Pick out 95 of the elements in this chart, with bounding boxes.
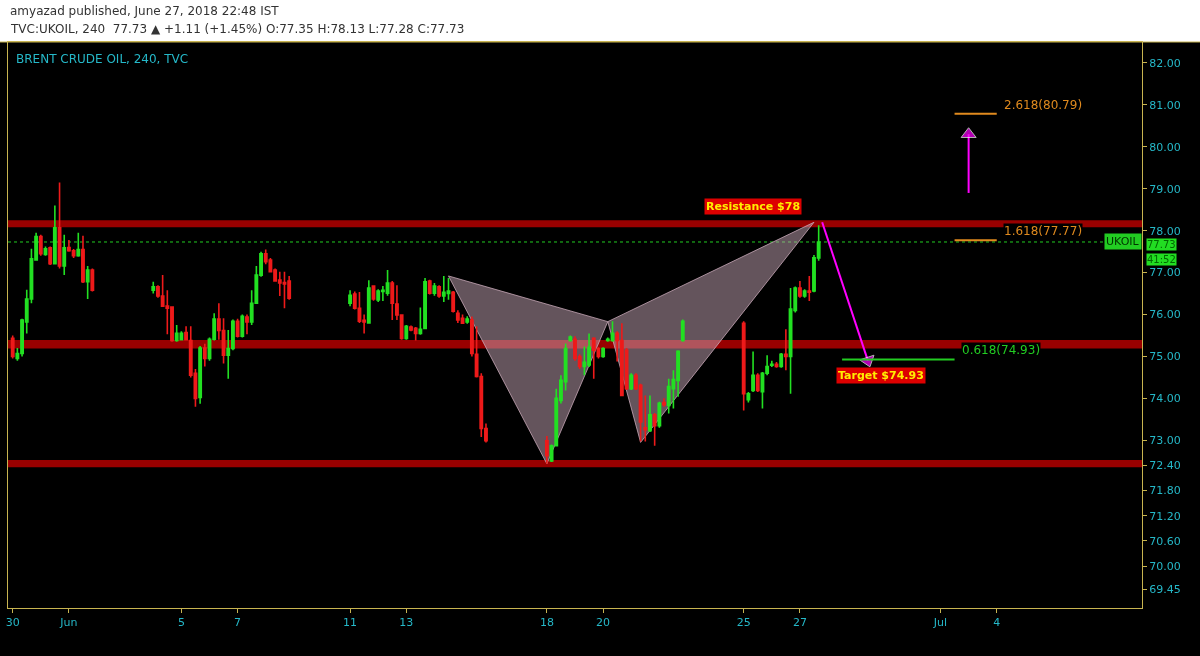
candlestick: [751, 350, 756, 393]
candlestick: [151, 281, 156, 295]
y-tick-label: 78.00: [1149, 224, 1181, 238]
candlestick: [648, 394, 652, 433]
candlestick: [76, 231, 81, 258]
y-tick-label: 79.00: [1149, 182, 1181, 196]
candlestick: [404, 324, 409, 341]
candlestick: [746, 391, 751, 404]
candlestick: [62, 234, 67, 276]
candlestick: [779, 352, 784, 369]
y-tick-label: 76.00: [1149, 308, 1181, 322]
candlestick: [446, 277, 451, 301]
candlestick: [85, 265, 90, 300]
candlestick: [544, 435, 549, 465]
candlestick: [198, 345, 203, 405]
candlestick: [568, 334, 573, 343]
text: TVC:UKOIL, 240 77.73 ▲ +1.11 (+1.45%) O:77.35 H:78.13 L:77.28 C:77.73: [10, 22, 465, 36]
candlestick: [245, 313, 249, 336]
x-tick-label: 13: [399, 616, 414, 630]
y-tick-label: 74.00: [1149, 392, 1181, 406]
candlestick: [662, 397, 666, 408]
y-tick-label: 80.00: [1149, 140, 1181, 154]
y-tick-label: 71.80: [1149, 484, 1181, 498]
candlestick: [413, 326, 418, 342]
candlestick: [451, 290, 456, 314]
y-tick-label: 70.00: [1149, 559, 1181, 573]
candlestick: [366, 279, 371, 325]
y-tick-label: 75.00: [1149, 350, 1181, 364]
series-label: 1.618(77.77): [1004, 224, 1083, 238]
candlestick: [390, 280, 395, 321]
candlestick: [48, 245, 53, 266]
x-tick-label: 11: [343, 616, 358, 630]
candlestick: [802, 288, 807, 299]
x-tick-label: 4: [993, 616, 1001, 630]
x-tick-label: 5: [177, 616, 185, 630]
candlestick: [465, 315, 470, 325]
candlestick: [174, 324, 179, 343]
y-tick-label: 81.00: [1149, 98, 1181, 112]
candlestick: [240, 313, 245, 339]
candlestick: [52, 204, 57, 266]
x-tick-label: Jun: [59, 616, 78, 630]
series-label: 0.618(74.93): [962, 343, 1041, 357]
candlestick: [10, 334, 15, 360]
text: amyazad published, June 27, 2018 22:48 IST: [10, 4, 280, 18]
candlestick: [38, 234, 43, 257]
x-tick-label: 25: [736, 616, 751, 630]
candlestick: [202, 343, 207, 368]
y-tick-label: 77.00: [1149, 266, 1181, 280]
candlestick: [741, 320, 746, 412]
y-tick-label: 73.00: [1149, 434, 1181, 448]
candlestick: [184, 325, 189, 342]
series-label: 2.618(80.79): [1004, 98, 1083, 112]
candlestick: [376, 288, 381, 303]
y-tick-label: 82.00: [1149, 56, 1181, 70]
x-tick-label: 18: [539, 616, 554, 630]
candlestick: [235, 317, 240, 339]
candlestick: [755, 372, 760, 393]
annotation: Target $74.93: [838, 369, 924, 382]
candlestick: [437, 284, 442, 299]
text: 41:52: [1147, 254, 1176, 265]
y-tick-label: 72.40: [1149, 459, 1181, 473]
candlestick: [385, 269, 390, 297]
candlestick: [282, 270, 287, 310]
candlestick: [680, 318, 685, 343]
candlestick: [469, 315, 474, 358]
candlestick: [807, 275, 812, 302]
y-tick-label: 70.60: [1149, 534, 1181, 548]
candlestick: [652, 412, 657, 447]
ref-line-label: UKOIL: [1106, 235, 1140, 248]
candlestick: [427, 278, 432, 296]
x-tick-label: 30: [5, 616, 20, 630]
x-tick-label: 27: [792, 616, 807, 630]
text: 77.73: [1147, 239, 1176, 250]
x-tick-label: 20: [596, 616, 611, 630]
y-tick-label: 69.45: [1149, 582, 1181, 596]
candlestick: [797, 280, 802, 299]
band-label: Resistance $78: [706, 200, 801, 213]
candlestick: [81, 234, 85, 284]
candlestick: [769, 359, 774, 368]
candlestick: [619, 322, 624, 398]
candlestick: [348, 289, 353, 307]
candlestick: [90, 267, 95, 293]
candlestick: [788, 287, 793, 395]
candlestick: [783, 328, 788, 372]
candlestick: [657, 400, 662, 429]
text: BRENT CRUDE OIL, 240, TVC: [16, 52, 189, 66]
candlestick: [455, 309, 460, 324]
candlestick: [591, 336, 596, 380]
y-tick-label: 71.20: [1149, 509, 1181, 523]
candlestick: [441, 275, 446, 303]
x-tick-label: 7: [234, 616, 242, 630]
x-tick-label: Jul: [932, 616, 948, 630]
candlestick: [432, 282, 437, 297]
candlestick: [601, 346, 606, 359]
candlestick: [629, 372, 634, 391]
